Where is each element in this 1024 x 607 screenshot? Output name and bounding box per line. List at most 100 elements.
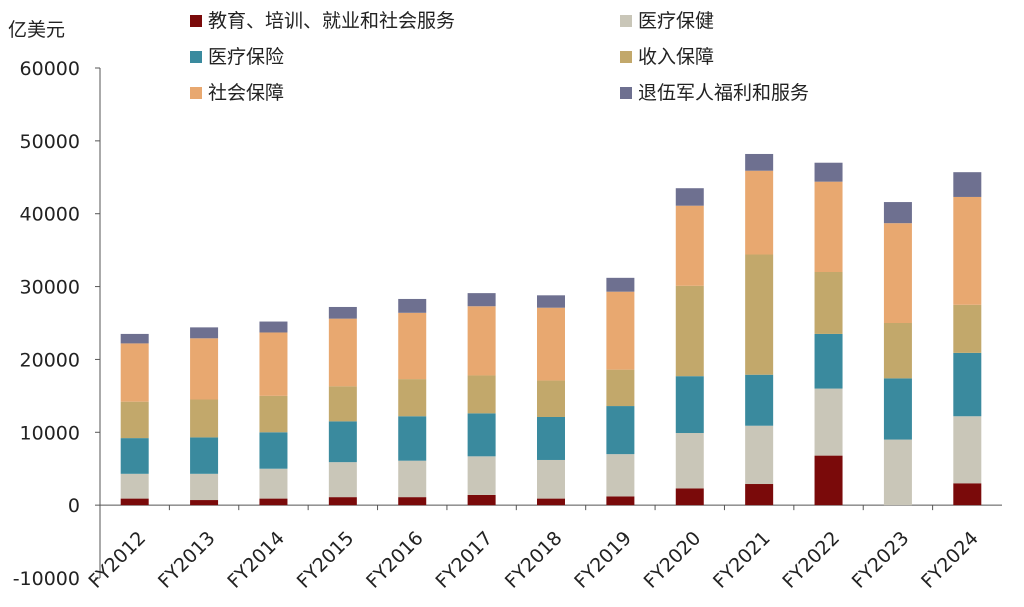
x-tick-label: FY2015 bbox=[293, 527, 359, 593]
legend-swatch bbox=[620, 51, 632, 63]
bar-segment bbox=[190, 338, 219, 400]
bar-segment bbox=[883, 439, 912, 506]
bar-segment bbox=[467, 293, 496, 307]
legend-item: 医疗保健 bbox=[620, 10, 714, 32]
bar-segment bbox=[537, 295, 565, 308]
x-tick-label: FY2013 bbox=[154, 527, 220, 593]
y-tick-label: 10000 bbox=[20, 422, 80, 444]
bar-segment bbox=[120, 401, 149, 439]
bar-segment bbox=[606, 291, 635, 370]
bar-segment bbox=[537, 416, 565, 460]
bar-segment bbox=[190, 500, 219, 506]
bar-segment bbox=[120, 473, 149, 499]
bar-segment bbox=[606, 369, 635, 407]
bar-segment bbox=[537, 380, 565, 417]
bar-segment bbox=[953, 352, 982, 417]
y-axis-label: 亿美元 bbox=[8, 19, 65, 41]
bar-segment bbox=[120, 438, 149, 474]
bar-stack bbox=[328, 306, 357, 506]
bar-segment bbox=[953, 196, 982, 305]
bar-segment bbox=[467, 494, 496, 506]
bar-segment bbox=[675, 285, 704, 377]
x-tick-label: FY2023 bbox=[848, 527, 914, 593]
legend-label: 社会保障 bbox=[208, 82, 284, 104]
x-tick-label: FY2017 bbox=[431, 527, 497, 593]
bar-segment bbox=[190, 473, 219, 501]
x-tick-label: FY2012 bbox=[85, 527, 151, 593]
y-tick-label: 60000 bbox=[20, 58, 80, 80]
bar-stack bbox=[606, 277, 635, 506]
bar-segment bbox=[745, 425, 774, 485]
bar-segment bbox=[675, 376, 704, 434]
bar-segment bbox=[745, 254, 774, 375]
bar-segment bbox=[745, 153, 774, 171]
bar-segment bbox=[814, 162, 843, 182]
legend-item: 教育、培训、就业和社会服务 bbox=[190, 10, 455, 32]
bar-segment bbox=[537, 498, 565, 506]
bar-segment bbox=[190, 437, 219, 474]
y-tick-label: 50000 bbox=[20, 131, 80, 153]
y-tick-label: 0 bbox=[68, 495, 80, 517]
bar-segment bbox=[259, 332, 288, 396]
bar-segment bbox=[537, 459, 565, 499]
legend-item: 收入保障 bbox=[620, 46, 714, 68]
bar-segment bbox=[745, 374, 774, 426]
bar-segment bbox=[953, 172, 982, 197]
bar-segment bbox=[398, 497, 427, 506]
bar-stack bbox=[259, 321, 288, 506]
bar-segment bbox=[814, 272, 843, 334]
legend-item: 社会保障 bbox=[190, 82, 284, 104]
bar-segment bbox=[259, 395, 288, 433]
bar-segment bbox=[675, 205, 704, 286]
bar-segment bbox=[467, 306, 496, 376]
bar-segment bbox=[606, 496, 635, 506]
y-tick-label: -10000 bbox=[13, 568, 80, 590]
bar-stack bbox=[120, 333, 149, 506]
bar-segment bbox=[259, 468, 288, 499]
bar-segment bbox=[398, 460, 427, 498]
bar-segment bbox=[745, 170, 774, 255]
bar-stack bbox=[814, 162, 843, 506]
bar-segment bbox=[537, 307, 565, 381]
bar-stack bbox=[398, 298, 427, 506]
bar-stack bbox=[953, 172, 982, 506]
bar-stack bbox=[745, 153, 774, 506]
bar-segment bbox=[398, 298, 427, 313]
bar-segment bbox=[606, 406, 635, 455]
bar-segment bbox=[328, 318, 357, 387]
legend-label: 退伍军人福利和服务 bbox=[638, 82, 809, 104]
bar-segment bbox=[467, 456, 496, 495]
bar-stack bbox=[675, 188, 704, 506]
bar-segment bbox=[953, 304, 982, 353]
x-tick-label: FY2018 bbox=[501, 527, 567, 593]
bar-segment bbox=[675, 188, 704, 206]
x-tick-label: FY2019 bbox=[570, 527, 636, 593]
bar-stack bbox=[883, 202, 912, 506]
y-tick-label: 40000 bbox=[20, 204, 80, 226]
x-tick-label: FY2022 bbox=[778, 527, 844, 593]
legend-item: 医疗保险 bbox=[190, 46, 284, 68]
bar-segment bbox=[745, 484, 774, 506]
bar-segment bbox=[120, 343, 149, 402]
bar-stack bbox=[467, 293, 496, 506]
bar-segment bbox=[606, 454, 635, 497]
legend-label: 医疗保健 bbox=[638, 10, 714, 32]
legend-swatch bbox=[620, 15, 632, 27]
bar-segment bbox=[814, 455, 843, 506]
bar-segment bbox=[120, 333, 149, 344]
y-tick-label: 30000 bbox=[20, 277, 80, 299]
bar-segment bbox=[190, 399, 219, 438]
bar-segment bbox=[883, 202, 912, 224]
bar-segment bbox=[328, 386, 357, 422]
legend-swatch bbox=[190, 87, 202, 99]
bar-segment bbox=[120, 498, 149, 506]
bar-segment bbox=[398, 379, 427, 417]
y-tick-label: 20000 bbox=[20, 349, 80, 371]
bar-segment bbox=[883, 378, 912, 440]
x-tick-label: FY2016 bbox=[362, 527, 428, 593]
bar-segment bbox=[190, 327, 219, 339]
bar-segment bbox=[953, 416, 982, 484]
x-tick-label: FY2021 bbox=[709, 527, 775, 593]
bar-segment bbox=[606, 277, 635, 292]
